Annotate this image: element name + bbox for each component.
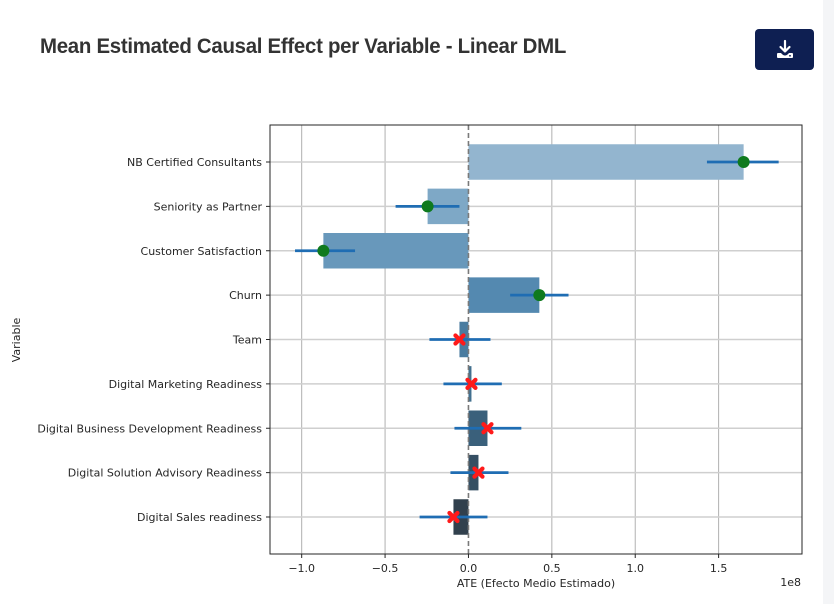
download-icon xyxy=(776,39,793,58)
bar-nb-certified-consultants xyxy=(468,144,744,180)
y-tick-label: NB Certified Consultants xyxy=(127,156,262,169)
y-tick-label: Digital Business Development Readiness xyxy=(37,422,262,435)
x-marker-stroke xyxy=(465,377,478,390)
y-tick-label: Digital Solution Advisory Readiness xyxy=(68,467,263,480)
y-axis-label: Variable xyxy=(10,318,23,363)
grid xyxy=(270,125,802,554)
x-marker-stroke xyxy=(453,333,466,346)
download-button[interactable] xyxy=(755,29,814,70)
x-marker-stroke xyxy=(481,422,494,435)
y-tick-label: Team xyxy=(232,334,262,347)
x-tick-label: 1.0 xyxy=(626,562,644,575)
marker-not-significant xyxy=(465,377,478,390)
y-tick-label: Digital Sales readiness xyxy=(137,511,262,524)
y-tick-label: Digital Marketing Readiness xyxy=(109,378,263,391)
x-tick-label: 0.0 xyxy=(460,562,478,575)
x-axis-label: ATE (Efecto Medio Estimado) xyxy=(457,577,615,590)
scrollbar-track[interactable] xyxy=(823,0,834,604)
markers xyxy=(317,156,750,524)
marker-significant xyxy=(533,289,546,302)
y-tick-label: Seniority as Partner xyxy=(154,200,263,213)
marker-significant xyxy=(421,200,434,213)
marker-not-significant xyxy=(472,466,485,479)
y-tick-label: Churn xyxy=(229,289,262,302)
marker-significant xyxy=(737,156,750,168)
marker-not-significant xyxy=(453,333,466,346)
x-axis-ticks: −1.0 −0.5 0.0 0.5 1.0 1.5 xyxy=(288,554,727,575)
x-marker-stroke xyxy=(472,466,485,479)
x-axis-scale-label: 1e8 xyxy=(780,576,801,589)
marker-not-significant xyxy=(481,422,494,435)
marker-not-significant xyxy=(447,510,460,524)
x-marker-stroke xyxy=(447,510,460,524)
x-tick-label: −0.5 xyxy=(372,562,399,575)
y-axis-ticks: NB Certified Consultants Seniority as Par… xyxy=(37,156,270,524)
x-tick-label: 1.5 xyxy=(710,562,728,575)
marker-significant xyxy=(317,244,330,257)
x-tick-label: −1.0 xyxy=(288,562,315,575)
x-tick-label: 0.5 xyxy=(543,562,561,575)
page-title: Mean Estimated Causal Effect per Variabl… xyxy=(40,34,567,58)
y-tick-label: Customer Satisfaction xyxy=(141,245,263,258)
